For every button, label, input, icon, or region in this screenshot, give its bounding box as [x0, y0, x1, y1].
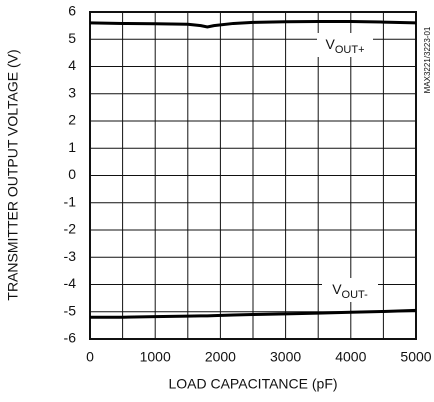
- y-tick-label: -2: [64, 221, 77, 237]
- series-label-bg: [322, 278, 378, 302]
- y-tick-label: -5: [64, 302, 77, 318]
- plot-frame: [89, 11, 417, 340]
- series-label-sub: OUT-: [342, 289, 369, 301]
- y-tick-label: -3: [64, 248, 77, 264]
- x-tick-label: 5000: [400, 349, 431, 365]
- x-tick-label: 4000: [335, 349, 366, 365]
- y-tick-label: 4: [68, 57, 76, 73]
- y-axis-title: TRANSMITTER OUTPUT VOLTAGE (V): [5, 49, 21, 300]
- y-tick-label: -4: [64, 275, 77, 291]
- x-axis-title: LOAD CAPACITANCE (pF): [168, 376, 337, 392]
- y-tick-label: 1: [68, 139, 76, 155]
- series-label-main: V: [332, 281, 342, 297]
- x-tick-label: 2000: [205, 349, 236, 365]
- side-note: MAX3221/3223-01: [423, 26, 432, 93]
- x-tick-label: 3000: [270, 349, 301, 365]
- series-label: VOUT-: [332, 281, 368, 301]
- series-label-main: V: [326, 36, 336, 52]
- y-tick-label: 2: [68, 112, 76, 128]
- y-tick-label: 6: [68, 3, 76, 19]
- series-line: [89, 20, 417, 29]
- series-line: [90, 308, 417, 319]
- series-label: VOUT+: [326, 36, 365, 56]
- series-label-sub: OUT+: [335, 44, 365, 56]
- y-tick-label: 5: [68, 30, 76, 46]
- x-tick-label: 1000: [140, 349, 171, 365]
- x-tick-label: 0: [86, 349, 94, 365]
- y-tick-label: -1: [64, 193, 77, 209]
- series-label-bg: [317, 33, 373, 57]
- y-tick-label: 0: [68, 166, 76, 182]
- y-tick-label: 3: [68, 84, 76, 100]
- y-tick-label: -6: [64, 330, 77, 346]
